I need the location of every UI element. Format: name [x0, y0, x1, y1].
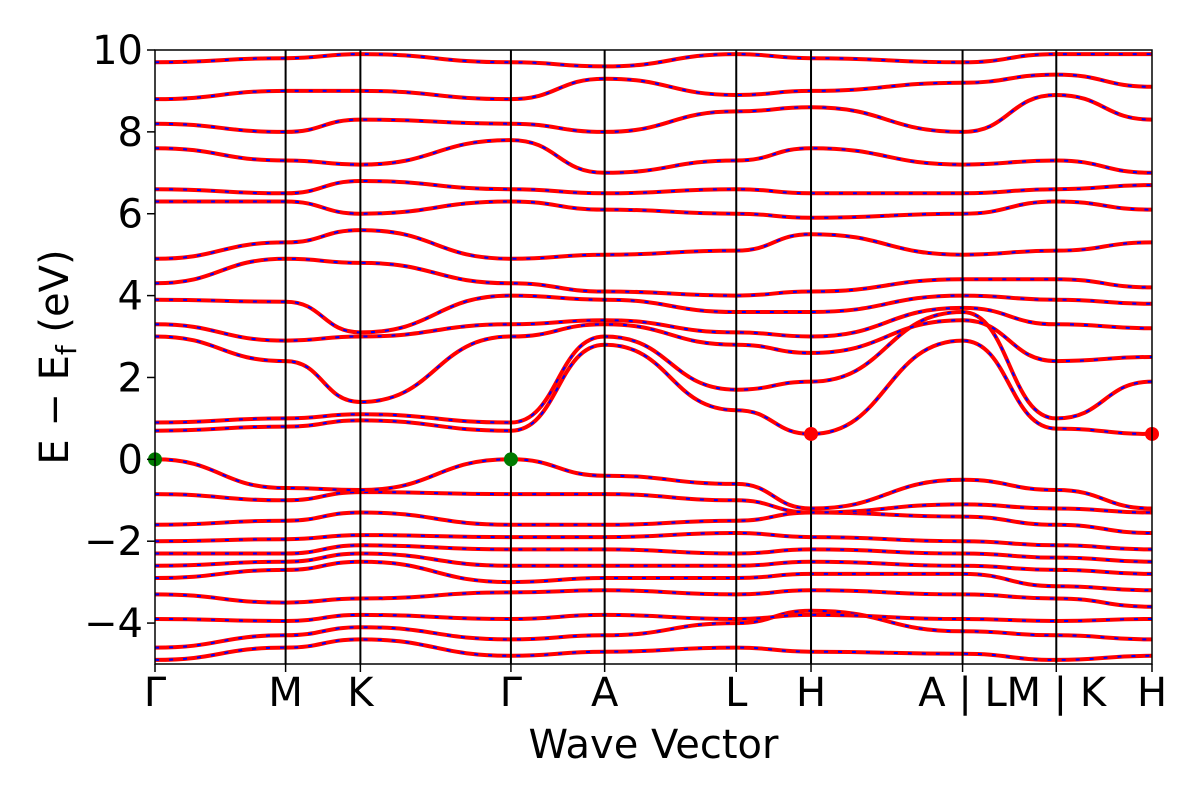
cbm-marker-3: [804, 426, 819, 441]
band-line-overlay-9: [155, 511, 1152, 534]
y-axis-title-main: E − E: [32, 355, 78, 465]
band-line-overlay-12: [155, 339, 1152, 436]
y-tick-label-8: 10: [92, 28, 143, 74]
band-line-overlay-20: [155, 179, 1152, 195]
plot-frame: [154, 49, 1153, 665]
band-line-overlay-10: [155, 491, 1152, 514]
y-tick-label-1: −4: [84, 601, 143, 647]
y-axis-ticks: −4 −2 0 2 4 6 8 10: [84, 28, 155, 647]
x-tick-label-9: M | K: [1006, 670, 1107, 716]
y-tick-label-7: 8: [118, 110, 143, 156]
x-tick-label-2: M: [268, 670, 303, 716]
y-tick-label-6: 6: [118, 192, 143, 238]
band-line-overlay-23: [155, 73, 1152, 101]
y-tick-label-2: −2: [84, 519, 143, 565]
band-line-overlay-24: [155, 53, 1152, 68]
x-axis-title: Wave Vector: [529, 722, 780, 768]
band-line-overlay-13: [155, 310, 1152, 424]
y-axis-title-subscript: f: [50, 344, 83, 355]
band-line-overlay-8: [155, 531, 1152, 551]
band-line-overlay-17: [155, 257, 1152, 297]
band-line-7: [155, 543, 1152, 564]
bands-layer: [155, 52, 1152, 662]
band-line-overlay-4: [155, 589, 1152, 608]
vbm-marker-2: [503, 452, 518, 467]
kpoint-separators: [284, 50, 1058, 664]
band-line-overlay-11: [155, 458, 1152, 510]
band-line-overlay-5: [155, 560, 1152, 592]
y-axis-title: E − Ef (eV): [32, 249, 83, 464]
x-tick-label-1: Γ: [144, 670, 167, 716]
band-line-15: [155, 305, 1152, 343]
band-line-overlay-6: [155, 552, 1152, 575]
band-line-overlay-3: [155, 613, 1152, 623]
y-tick-label-3: 0: [118, 437, 143, 483]
band-line-overlay-16: [155, 294, 1152, 334]
x-tick-label-5: A: [591, 670, 619, 716]
y-tick-label-5: 4: [118, 274, 143, 320]
band-line-overlay-22: [155, 93, 1152, 133]
x-tick-label-7: H: [796, 670, 826, 716]
y-tick-label-4: 2: [118, 355, 143, 401]
band-line-21: [155, 138, 1152, 175]
band-line-overlay-2: [155, 609, 1152, 649]
band-line-overlay-1: [155, 638, 1152, 661]
band-line-overlay-14: [155, 319, 1152, 404]
band-line-overlay-19: [155, 200, 1152, 219]
x-tick-label-8: A | L: [918, 670, 1007, 716]
y-axis-title-unit: (eV): [32, 249, 78, 345]
x-tick-label-4: Γ: [500, 670, 523, 716]
x-tick-label-10: H: [1137, 670, 1167, 716]
x-tick-label-6: L: [725, 670, 748, 716]
band-line-overlay-18: [155, 229, 1152, 260]
x-tick-label-3: K: [347, 670, 375, 716]
band-extrema-markers: [148, 426, 1159, 467]
